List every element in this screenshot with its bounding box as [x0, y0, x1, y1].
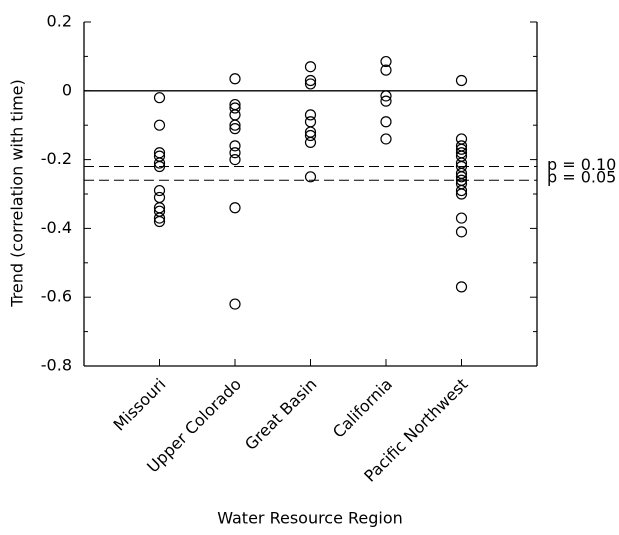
point — [153, 215, 166, 228]
point — [229, 298, 241, 310]
point — [229, 109, 241, 121]
point — [229, 147, 241, 159]
point — [153, 160, 166, 173]
reference-label: p = 0.05 — [547, 168, 616, 187]
y-tick-label: 0.2 — [47, 12, 72, 31]
point — [229, 202, 241, 214]
y-tick-label: -0.4 — [41, 218, 72, 237]
point — [229, 119, 241, 131]
point — [455, 188, 468, 200]
point — [380, 116, 392, 128]
y-tick-label: 0 — [62, 80, 72, 99]
point — [229, 154, 241, 166]
point — [455, 143, 468, 155]
y-tick-label: -0.2 — [41, 149, 72, 168]
point — [304, 136, 317, 148]
point — [380, 90, 392, 102]
point — [380, 133, 392, 145]
point — [304, 61, 317, 73]
point — [153, 191, 166, 204]
x-tick-label: Missouri — [109, 375, 169, 435]
point — [153, 119, 166, 131]
point — [455, 226, 468, 238]
point — [455, 281, 468, 293]
point — [304, 129, 317, 142]
x-tick-label: California — [329, 375, 396, 442]
x-tick-label: Great Basin — [241, 375, 320, 454]
point — [229, 140, 241, 152]
point — [153, 157, 166, 169]
y-tick-label: -0.6 — [41, 287, 72, 306]
point — [380, 55, 392, 68]
point — [455, 171, 468, 183]
point — [229, 123, 241, 135]
y-tick-label: -0.8 — [41, 356, 72, 375]
point — [455, 212, 468, 224]
point — [153, 212, 166, 224]
point — [229, 102, 241, 114]
point — [153, 92, 166, 104]
point — [380, 64, 392, 76]
reference-label: p = 0.10 — [547, 155, 616, 174]
y-axis-label: Trend (correlation with time) — [8, 79, 27, 307]
point — [304, 171, 317, 183]
point — [304, 116, 317, 128]
point — [304, 74, 317, 87]
point — [455, 184, 468, 197]
point — [304, 78, 317, 90]
point — [153, 184, 166, 197]
point — [455, 74, 468, 87]
point — [380, 95, 392, 107]
point — [229, 73, 241, 85]
point — [304, 109, 317, 121]
x-axis-label: Water Resource Region — [217, 509, 403, 528]
